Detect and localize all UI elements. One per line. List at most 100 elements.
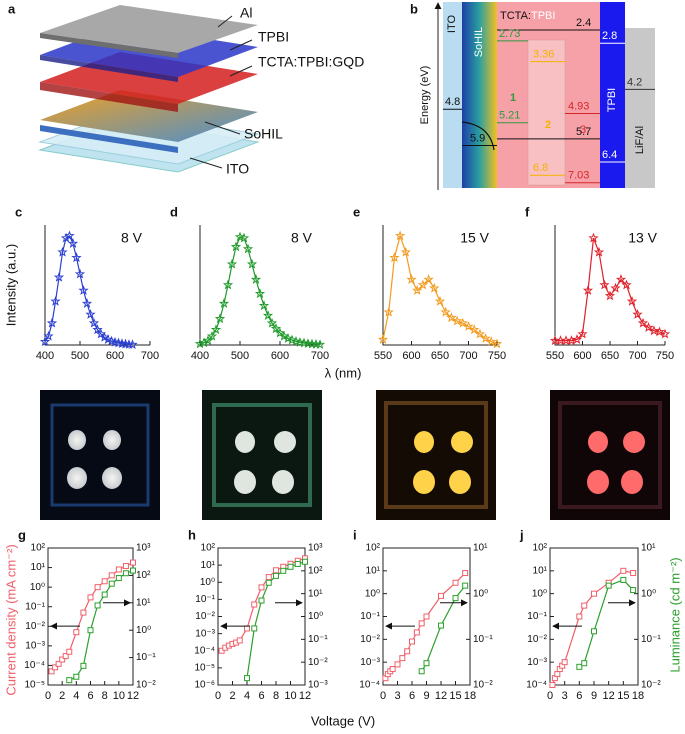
star-marker <box>604 290 616 301</box>
square-marker <box>115 566 122 573</box>
material-label: TPBI <box>606 88 618 112</box>
square-marker <box>399 655 406 662</box>
level-label: 3.36 <box>533 49 554 61</box>
square-marker <box>413 629 420 636</box>
device-stack <box>38 5 260 173</box>
star-marker <box>440 306 451 317</box>
star-marker <box>434 296 446 306</box>
square-marker <box>404 648 411 655</box>
data-line <box>221 557 306 652</box>
square-marker <box>438 592 444 599</box>
star-marker <box>648 325 660 336</box>
star-marker <box>92 324 103 335</box>
star-marker <box>81 298 93 308</box>
star-marker <box>246 258 258 269</box>
region-label: 2 <box>545 119 551 131</box>
region-label: 1 <box>510 92 516 104</box>
square-marker <box>287 563 294 570</box>
panel-label: e <box>353 204 360 219</box>
x-tick-label: 15 <box>449 690 461 702</box>
x-tick-label: 8 <box>273 690 279 702</box>
star-marker <box>250 274 262 284</box>
x-tick-label: 15 <box>617 690 629 702</box>
x-tick-label: 6 <box>258 690 264 702</box>
y-tick-label: 10⁻⁵ <box>194 663 215 674</box>
star-marker <box>626 296 638 306</box>
x-tick-label: 750 <box>656 350 674 362</box>
square-marker <box>409 638 415 645</box>
star-marker <box>254 288 266 299</box>
star-marker <box>593 246 605 257</box>
square-marker <box>423 660 430 667</box>
star-marker <box>222 279 234 290</box>
y-tick-label: 10¹ <box>31 562 46 573</box>
layer-label: TPBI <box>258 29 289 45</box>
x-tick-label: 8 <box>102 690 108 702</box>
square-marker <box>94 602 101 609</box>
square-marker <box>280 567 287 574</box>
y-tick-label: 10² <box>201 543 216 554</box>
y2-tick-label: 10² <box>308 565 323 576</box>
star-marker <box>463 321 474 331</box>
square-marker <box>244 625 250 632</box>
level-label: 4.2 <box>627 76 642 88</box>
star-marker <box>480 333 491 343</box>
star-marker <box>446 312 457 323</box>
square-marker <box>218 647 225 654</box>
axis-title: Luminance (cd m⁻²) <box>667 557 682 672</box>
square-marker <box>394 661 401 668</box>
square-marker <box>265 579 272 586</box>
y2-tick-label: 10⁻² <box>641 680 661 691</box>
layer-label: ITO <box>226 161 249 177</box>
star-marker <box>206 330 218 341</box>
x-tick-label: 700 <box>311 350 329 362</box>
star-marker <box>266 317 278 328</box>
level-label: 6.4 <box>602 149 617 161</box>
star-marker <box>57 246 68 257</box>
y-tick-label: 10⁻¹ <box>360 611 380 622</box>
panel-label: a <box>8 1 16 16</box>
level-label: 2.8 <box>602 30 617 42</box>
x-tick-label: 600 <box>402 350 420 362</box>
y-tick-label: 10¹ <box>366 565 381 576</box>
y-tick-label: 10⁰ <box>200 577 215 588</box>
data-line <box>246 561 306 679</box>
x-tick-label: 550 <box>374 350 392 362</box>
star-marker <box>389 252 400 263</box>
y2-tick-label: 10⁰ <box>473 588 488 599</box>
y2-tick-label: 10¹ <box>641 543 656 554</box>
layer-label: TCTA:TPBI:GQD <box>258 54 364 70</box>
star-marker <box>610 282 621 293</box>
y-tick-label: 10² <box>31 543 46 554</box>
star-marker <box>451 315 463 326</box>
star-marker <box>53 272 65 282</box>
square-marker <box>108 580 115 587</box>
star-marker <box>127 339 138 350</box>
square-marker <box>66 677 73 684</box>
panel-label: d <box>170 204 178 219</box>
y-tick-label: 10⁻¹ <box>25 601 45 612</box>
star-marker <box>226 258 238 269</box>
x-tick-label: 500 <box>71 350 89 362</box>
square-marker <box>549 682 556 688</box>
star-marker <box>85 309 96 319</box>
panel-label: c <box>15 204 22 219</box>
panel-label: g <box>18 527 26 542</box>
square-marker <box>80 609 87 616</box>
star-marker <box>64 230 75 241</box>
square-marker <box>244 675 250 682</box>
material-label: ITO <box>446 14 458 33</box>
y-tick-label: 10² <box>533 543 548 554</box>
square-marker <box>462 570 469 577</box>
star-marker <box>278 330 290 341</box>
x-tick-label: 0 <box>215 690 221 702</box>
x-tick-label: 400 <box>36 350 54 362</box>
star-marker <box>214 313 226 324</box>
level-label: 6.8 <box>533 162 548 174</box>
y-tick-label: 10⁰ <box>365 588 380 599</box>
star-marker <box>383 306 394 317</box>
y-tick-label: 10⁻² <box>195 611 215 622</box>
star-marker <box>457 317 468 328</box>
x-tick-label: 4 <box>73 690 79 702</box>
level-label: 5.21 <box>499 110 520 122</box>
